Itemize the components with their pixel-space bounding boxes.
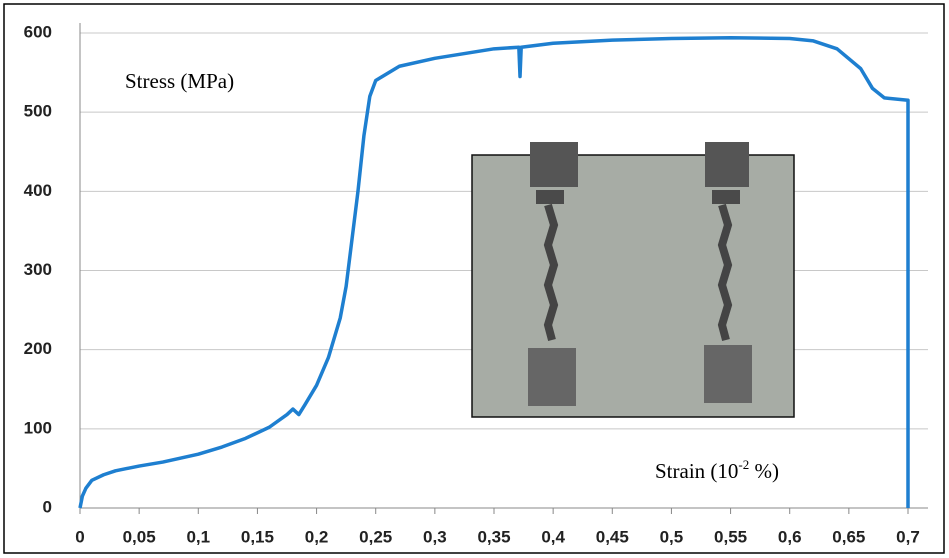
x-tick-label: 0,25: [359, 527, 392, 546]
x-title-main: Strain (10: [655, 459, 738, 483]
y-tick-label: 200: [24, 339, 52, 358]
x-tick-label: 0,5: [660, 527, 684, 546]
y-tick-label: 400: [24, 181, 52, 200]
x-tick-label: 0,4: [541, 527, 565, 546]
x-tick-label: 0,1: [186, 527, 210, 546]
y-tick-label: 300: [24, 260, 52, 279]
x-tick-label: 0,15: [241, 527, 274, 546]
inset-photo: [471, 142, 795, 418]
x-title-end: %): [749, 459, 779, 483]
x-tick-label: 0,65: [832, 527, 865, 546]
x-axis-title: Strain (10-2 %): [655, 457, 779, 483]
y-tick-label: 500: [24, 102, 52, 121]
x-tick-label: 0: [75, 527, 84, 546]
y-tick-label: 0: [43, 497, 52, 516]
x-tick-label: 0,6: [778, 527, 802, 546]
y-tick-label: 600: [24, 22, 52, 41]
x-tick-label: 0,55: [714, 527, 747, 546]
x-tick-label: 0,05: [123, 527, 156, 546]
plot: [78, 36, 910, 509]
x-tick-label: 0,35: [477, 527, 510, 546]
data-line: [78, 36, 910, 509]
x-tick-label: 0,7: [896, 527, 920, 546]
x-tick-label: 0,45: [596, 527, 629, 546]
y-tick-label: 100: [24, 418, 52, 437]
x-title-exponent: -2: [738, 457, 749, 472]
x-tick-label: 0,2: [305, 527, 329, 546]
x-tick-label: 0,3: [423, 527, 447, 546]
grid: 0 100 200 300 400 500 600 0 0,05 0,1 0,15 0,2 0,25 0,…: [24, 22, 928, 546]
y-axis-title: Stress (MPa): [125, 69, 234, 93]
